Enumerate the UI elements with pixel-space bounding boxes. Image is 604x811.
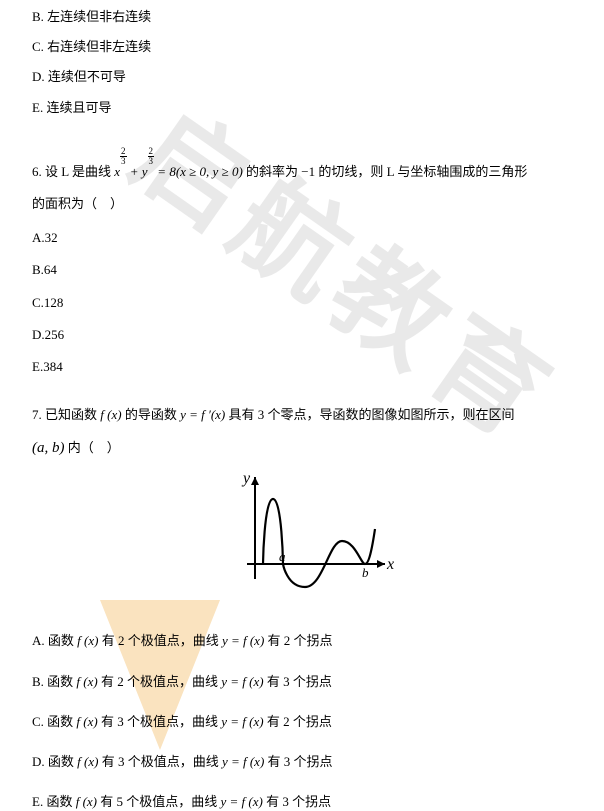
q7c-t: 有 2 个拐点 [264, 714, 332, 729]
q7d-t: 有 3 个拐点 [264, 754, 332, 769]
y-label: y [241, 470, 251, 487]
q6-stem: 6. 设 L 是曲线 x23 + y23 = 8(x ≥ 0, y ≥ 0) 的… [32, 147, 572, 181]
q7c-fx: f (x) [76, 714, 97, 729]
page-content: B. 左连续但非右连续 C. 右连续但非左连续 D. 连续但不可导 E. 连续且… [32, 8, 572, 811]
derivative-graph: y x a b [207, 469, 397, 599]
x-label: x [386, 556, 394, 573]
a-label: a [279, 549, 286, 564]
q7-stem: 7. 已知函数 f (x) 的导函数 y = f ′(x) 具有 3 个零点，导… [32, 406, 572, 424]
q7-lead-a: 7. 已知函数 [32, 407, 100, 422]
q7d-yfx: y = f (x) [222, 754, 264, 769]
q6-option-b: B.64 [32, 261, 572, 279]
q7a-t: 有 2 个拐点 [264, 633, 332, 648]
q7d-m: 有 3 个极值点，曲线 [98, 754, 222, 769]
b-label: b [362, 565, 369, 580]
q5-option-b: B. 左连续但非右连续 [32, 8, 572, 26]
q7a-yfx: y = f (x) [222, 633, 264, 648]
q6-lead: 6. 设 L 是曲线 [32, 164, 114, 179]
q7c-m: 有 3 个极值点，曲线 [98, 714, 222, 729]
q7-tail: 内（ ） [65, 440, 120, 455]
q6-plus: + y [127, 164, 148, 179]
q7-graph: y x a b [32, 469, 572, 604]
q6-eq: = 8(x ≥ 0, y ≥ 0) [154, 164, 243, 179]
q7e-t: 有 3 个拐点 [263, 794, 331, 809]
q7-option-c: C. 函数 f (x) 有 3 个极值点，曲线 y = f (x) 有 2 个拐… [32, 713, 572, 731]
q7-option-b: B. 函数 f (x) 有 2 个极值点，曲线 y = f (x) 有 3 个拐… [32, 673, 572, 691]
q7-option-d: D. 函数 f (x) 有 3 个极值点，曲线 y = f (x) 有 3 个拐… [32, 753, 572, 771]
x-arrow [377, 560, 385, 568]
q7e-p: E. 函数 [32, 794, 76, 809]
q6-option-e: E.384 [32, 358, 572, 376]
q6-mid: 的斜率为 −1 的切线，则 L 与坐标轴围成的三角形 [243, 164, 528, 179]
q5-option-d: D. 连续但不可导 [32, 68, 572, 86]
q7-lead-b: 的导函数 [122, 407, 181, 422]
q7-lead-c: 具有 3 个零点，导函数的图像如图所示，则在区间 [225, 407, 514, 422]
curve [263, 499, 375, 587]
q7a-m: 有 2 个极值点，曲线 [98, 633, 222, 648]
q7-yfpx: y = f ′(x) [180, 407, 225, 422]
q7d-p: D. 函数 [32, 754, 77, 769]
q7b-yfx: y = f (x) [221, 674, 263, 689]
q7a-fx: f (x) [77, 633, 98, 648]
q6-stem-line2: 的面积为（ ） [32, 195, 572, 213]
q7-option-a: A. 函数 f (x) 有 2 个极值点，曲线 y = f (x) 有 2 个拐… [32, 632, 572, 650]
q7-stem-line2: (a, b) 内（ ） [32, 438, 572, 459]
q7e-yfx: y = f (x) [221, 794, 263, 809]
q5-option-c: C. 右连续但非左连续 [32, 38, 572, 56]
q7-interval: (a, b) [32, 440, 65, 456]
q6-option-d: D.256 [32, 326, 572, 344]
y-arrow [251, 477, 259, 485]
q6-expr: x [114, 164, 120, 179]
q7e-m: 有 5 个极值点，曲线 [97, 794, 221, 809]
q7-option-e: E. 函数 f (x) 有 5 个极值点，曲线 y = f (x) 有 3 个拐… [32, 793, 572, 811]
q6-option-c: C.128 [32, 294, 572, 312]
q7a-p: A. 函数 [32, 633, 77, 648]
q7-fx: f (x) [100, 407, 121, 422]
q7c-p: C. 函数 [32, 714, 76, 729]
q7b-m: 有 2 个极值点，曲线 [98, 674, 222, 689]
q7b-fx: f (x) [76, 674, 97, 689]
q7b-t: 有 3 个拐点 [264, 674, 332, 689]
q7b-p: B. 函数 [32, 674, 76, 689]
q7e-fx: f (x) [76, 794, 97, 809]
q7c-yfx: y = f (x) [221, 714, 263, 729]
q5-option-e: E. 连续且可导 [32, 99, 572, 117]
q6-option-a: A.32 [32, 229, 572, 247]
q7d-fx: f (x) [77, 754, 98, 769]
